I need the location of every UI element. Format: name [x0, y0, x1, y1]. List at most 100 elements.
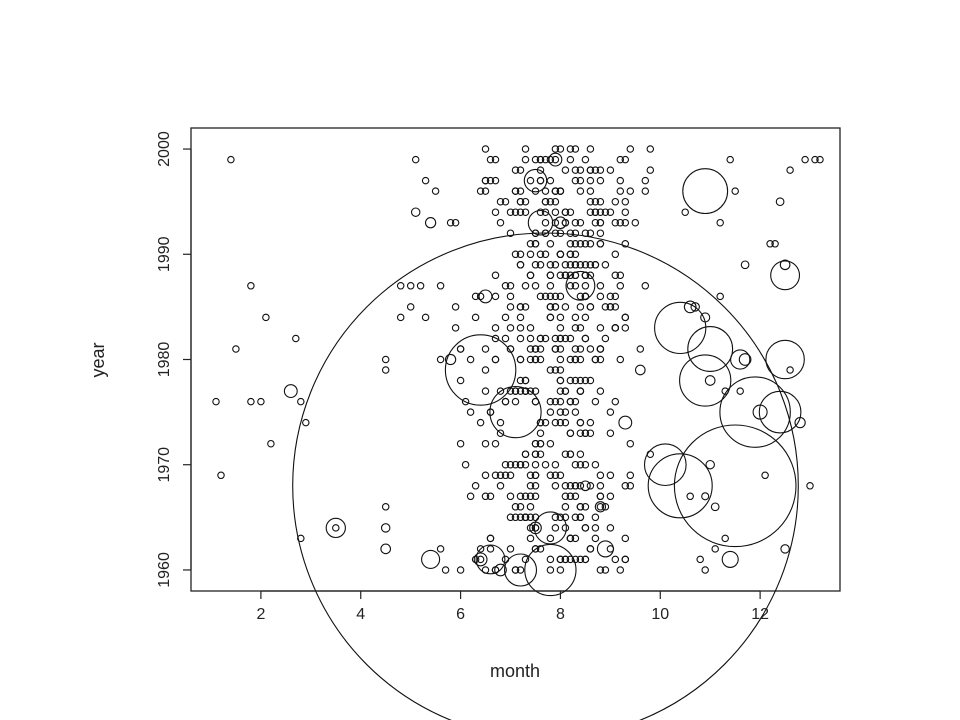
- data-point: [576, 324, 585, 332]
- data-point: [576, 303, 585, 311]
- data-point: [516, 324, 525, 332]
- data-point: [506, 208, 515, 216]
- data-point: [541, 460, 550, 469]
- data-point: [451, 218, 460, 227]
- data-point: [551, 155, 560, 164]
- data-point: [516, 387, 525, 395]
- data-point: [516, 513, 525, 522]
- data-point: [516, 250, 525, 259]
- data-point: [721, 550, 739, 568]
- data-point: [601, 334, 610, 343]
- data-point: [586, 345, 595, 353]
- data-point: [673, 424, 797, 548]
- data-point: [556, 292, 565, 301]
- data-point: [516, 334, 525, 343]
- data-point: [576, 460, 585, 469]
- data-point: [536, 429, 545, 437]
- data-point: [601, 261, 610, 269]
- data-point: [571, 240, 580, 248]
- data-point: [566, 492, 575, 501]
- data-point: [516, 166, 525, 174]
- data-point: [536, 208, 545, 216]
- data-point: [576, 345, 585, 353]
- data-point: [516, 492, 525, 501]
- data-point: [711, 545, 719, 553]
- data-point: [546, 397, 555, 406]
- data-point: [596, 482, 605, 490]
- data-point: [476, 187, 485, 195]
- data-point: [496, 218, 505, 227]
- data-point: [546, 566, 555, 574]
- data-point: [456, 566, 465, 574]
- data-point: [481, 439, 490, 448]
- data-point: [618, 415, 633, 430]
- data-point: [523, 168, 548, 193]
- data-point: [406, 282, 415, 290]
- data-point: [591, 460, 600, 469]
- data-point: [511, 387, 520, 395]
- data-point: [705, 459, 715, 470]
- data-point: [576, 376, 585, 385]
- data-point: [531, 460, 540, 469]
- data-point: [571, 218, 580, 227]
- data-point: [506, 282, 515, 290]
- data-point: [571, 250, 580, 259]
- x-axis: 2 4 6 8 10 12: [256, 590, 769, 623]
- data-point: [521, 460, 530, 469]
- data-point: [621, 324, 630, 332]
- data-point: [586, 545, 595, 553]
- data-point: [621, 482, 630, 490]
- data-point: [682, 168, 729, 215]
- data-point: [444, 353, 457, 366]
- data-point: [586, 271, 595, 280]
- data-point: [521, 155, 530, 164]
- data-point: [292, 334, 300, 343]
- data-point: [466, 492, 475, 501]
- data-point: [596, 218, 605, 227]
- data-point: [526, 471, 535, 480]
- data-point: [561, 450, 570, 458]
- data-point: [476, 555, 485, 564]
- data-point: [576, 355, 585, 364]
- data-point: [531, 524, 540, 532]
- data-point: [606, 471, 615, 480]
- data-point: [566, 271, 575, 280]
- data-point: [406, 303, 415, 311]
- data-point: [571, 324, 580, 332]
- data-point: [591, 208, 600, 216]
- data-point: [561, 408, 570, 416]
- data-point: [566, 282, 575, 290]
- data-point: [591, 261, 600, 269]
- data-point: [596, 240, 605, 248]
- data-point: [526, 503, 535, 511]
- data-point: [601, 303, 610, 311]
- data-point: [531, 439, 540, 448]
- data-point: [436, 545, 445, 553]
- data-point: [621, 155, 630, 164]
- data-point: [611, 397, 620, 406]
- data-point: [704, 375, 716, 386]
- data-point: [506, 492, 515, 501]
- data-point: [596, 208, 605, 216]
- data-point: [521, 376, 530, 385]
- data-point: [561, 482, 570, 490]
- data-point: [501, 460, 510, 469]
- data-point: [441, 566, 450, 574]
- data-point: [506, 513, 515, 522]
- data-point: [611, 197, 620, 206]
- data-point: [381, 355, 390, 364]
- data-point: [486, 534, 495, 543]
- data-point: [556, 271, 565, 280]
- data-point: [606, 303, 615, 311]
- data-point: [740, 260, 750, 270]
- data-point: [556, 513, 565, 522]
- data-point: [736, 387, 744, 395]
- data-point: [596, 229, 605, 237]
- data-point: [576, 513, 585, 522]
- data-point: [486, 545, 495, 553]
- data-point: [586, 176, 595, 185]
- data-point: [516, 197, 525, 206]
- data-point: [556, 324, 565, 332]
- data-point: [566, 250, 575, 259]
